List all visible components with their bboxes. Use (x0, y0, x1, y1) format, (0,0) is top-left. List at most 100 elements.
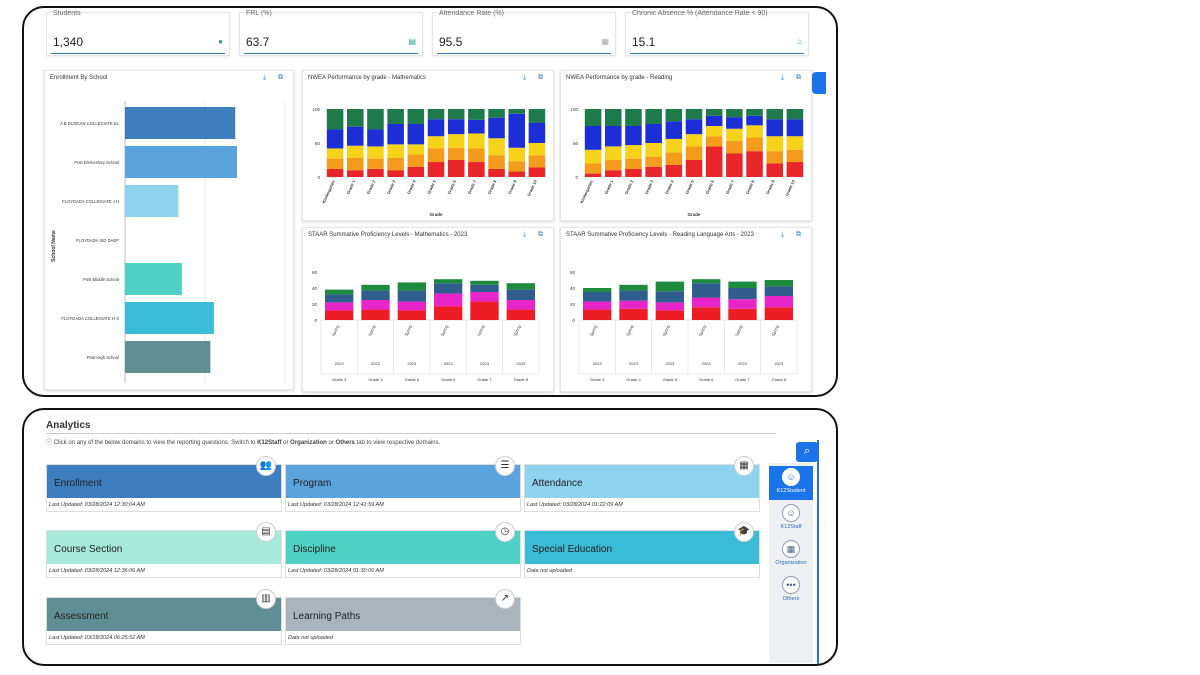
building-icon: ▦ (782, 540, 800, 558)
bar-segment (326, 158, 344, 169)
bar-segment (387, 123, 404, 145)
bar-segment (726, 117, 743, 129)
bar-segment (506, 283, 536, 290)
scope-tab-k12student[interactable]: ☺ K12Student (769, 466, 813, 500)
year-label: 2023 (371, 361, 381, 366)
bar-segment (604, 146, 622, 160)
domain-card-course-section[interactable]: Course Section Last Updated: 03/28/2024 1… (46, 530, 282, 578)
panel-tools[interactable]: ⤓ ⧉ (522, 74, 548, 81)
bar-segment (746, 115, 763, 126)
bar-segment (766, 109, 784, 120)
kpi-value: 63.7 (246, 35, 270, 49)
domain-header[interactable]: Assessment (47, 598, 281, 631)
domain-card-learning-paths[interactable]: Learning Paths Data not uploaded (285, 597, 521, 645)
bar-segment (582, 292, 612, 302)
bar-segment (685, 119, 703, 135)
bar-segment (427, 136, 445, 149)
panel-tools[interactable]: ⤓ ⧉ (780, 74, 806, 81)
student-icon: ☺ (782, 468, 800, 486)
grade-label: Grade 5 (405, 377, 420, 382)
kpi-label: Chronic Absence % (Attendance Rate < 90) (632, 10, 768, 17)
domain-name: Program (293, 478, 332, 489)
side-panel-tab[interactable] (812, 72, 826, 94)
x-tick-label: Grade 7 (466, 179, 477, 195)
panel-tools[interactable]: ⤓ ⧉ (522, 231, 548, 238)
list-icon: ▤ (408, 37, 416, 46)
bar-segment (625, 158, 642, 169)
panel-tools[interactable]: ⤓ ⧉ (780, 231, 806, 238)
term-label: Spring (440, 324, 449, 337)
panel-tools[interactable]: ⤓ ⧉ (262, 74, 288, 81)
bar-segment (324, 289, 354, 295)
staff-icon: ☺ (782, 504, 800, 522)
bar-segment (685, 146, 703, 160)
bar-segment (508, 109, 526, 114)
term-label: Spring (403, 324, 412, 337)
domain-card-program[interactable]: Program Last Updated: 03/28/2024 12:41:59… (285, 464, 521, 512)
domain-header[interactable]: Learning Paths (286, 598, 520, 631)
scope-tab-k12staff[interactable]: ☺ K12Staff (769, 502, 813, 536)
bar-segment (468, 148, 485, 163)
bar-segment (726, 153, 743, 177)
info-org: Organization (290, 440, 327, 446)
domain-card-attendance[interactable]: Attendance Last Updated: 03/28/2024 01:22… (524, 464, 760, 512)
year-label: 2023 (516, 361, 526, 366)
term-label: Spring (589, 324, 598, 337)
kpi-value: 95.5 (439, 35, 463, 49)
domain-card-assessment[interactable]: Assessment Last Updated: 03/18/2024 06:25… (46, 597, 282, 645)
x-axis-label: Grade (687, 212, 701, 217)
scope-tab-others[interactable]: ••• Others (769, 574, 813, 608)
bar-segment (604, 170, 622, 177)
kpi-chronic-absence: Chronic Absence % (Attendance Rate < 90)… (625, 10, 809, 56)
y-tick-label: 50 (573, 141, 579, 146)
x-axis-label: Grade (429, 212, 443, 217)
bar-segment (488, 168, 505, 177)
analytics-instructions: ⓘ Click on any of the below domains to v… (46, 437, 440, 446)
domain-card-enrollment[interactable]: Enrollment Last Updated: 03/28/2024 12:30… (46, 464, 282, 512)
scope-label: K12Student (776, 488, 806, 494)
year-label: 2023 (444, 361, 454, 366)
info-others: Others (335, 440, 355, 446)
panel-title: NWEA Performance by grade - Reading (566, 75, 673, 81)
domain-header[interactable]: Attendance (525, 465, 759, 498)
domain-card-special-education[interactable]: Special Education Data not uploaded (524, 530, 760, 578)
trend-chart-icon: ↗ (495, 589, 515, 609)
category-label: Post Middle School (83, 277, 119, 282)
domain-card-discipline[interactable]: Discipline Last Updated: 03/28/2024 01:30… (285, 530, 521, 578)
bar-segment (728, 299, 757, 309)
more-icon: ••• (782, 576, 800, 594)
domain-header[interactable]: Course Section (47, 531, 281, 564)
bar-segment (433, 293, 463, 307)
bar-segment (584, 173, 602, 177)
nwea-math-chart: 0 50 100 Kindergarten Grade 1 Grade 2 Grade 3 G… (312, 107, 546, 217)
domain-header[interactable]: Special Education (525, 531, 759, 564)
y-tick-label: 20 (570, 302, 576, 307)
kpi-students: Students 1,340 ● (46, 10, 230, 56)
y-tick-label: 50 (315, 141, 321, 146)
kpi-attendance-rate: Attendance Rate (%) 95.5 ▦ (432, 10, 616, 56)
nwea-reading-chart: 0 50 100 Kindergarten Grade 1 Grade 2 Grade 3 G… (570, 107, 804, 217)
bar-segment (397, 301, 427, 311)
bar-segment (326, 109, 344, 130)
x-tick-label: Grade 2 (366, 179, 377, 195)
kpi-underline (437, 53, 611, 54)
bar-segment (488, 109, 505, 118)
panel-title: NWEA Performance by grade - Mathematics (308, 75, 427, 81)
domain-header[interactable]: Discipline (286, 531, 520, 564)
kpi-label: Students (53, 10, 81, 17)
scope-tab-organization[interactable]: ▦ Organization (769, 538, 813, 572)
domain-header[interactable]: Enrollment (47, 465, 281, 498)
domain-header[interactable]: Program (286, 465, 520, 498)
x-tick-label: Grade 4 (664, 179, 675, 195)
bar-segment (468, 133, 485, 149)
bar-segment (766, 136, 784, 152)
grade-label: Grade 4 (368, 377, 383, 382)
bar-segment (506, 289, 536, 300)
bar-segment (433, 283, 463, 294)
bar-segment (427, 148, 445, 163)
nwea-math-panel: NWEA Performance by grade - Mathematics … (302, 70, 554, 221)
bar-segment (619, 308, 648, 320)
bar-segment (584, 109, 602, 126)
search-icon[interactable]: ⌕ (796, 442, 818, 462)
bar (125, 185, 179, 217)
